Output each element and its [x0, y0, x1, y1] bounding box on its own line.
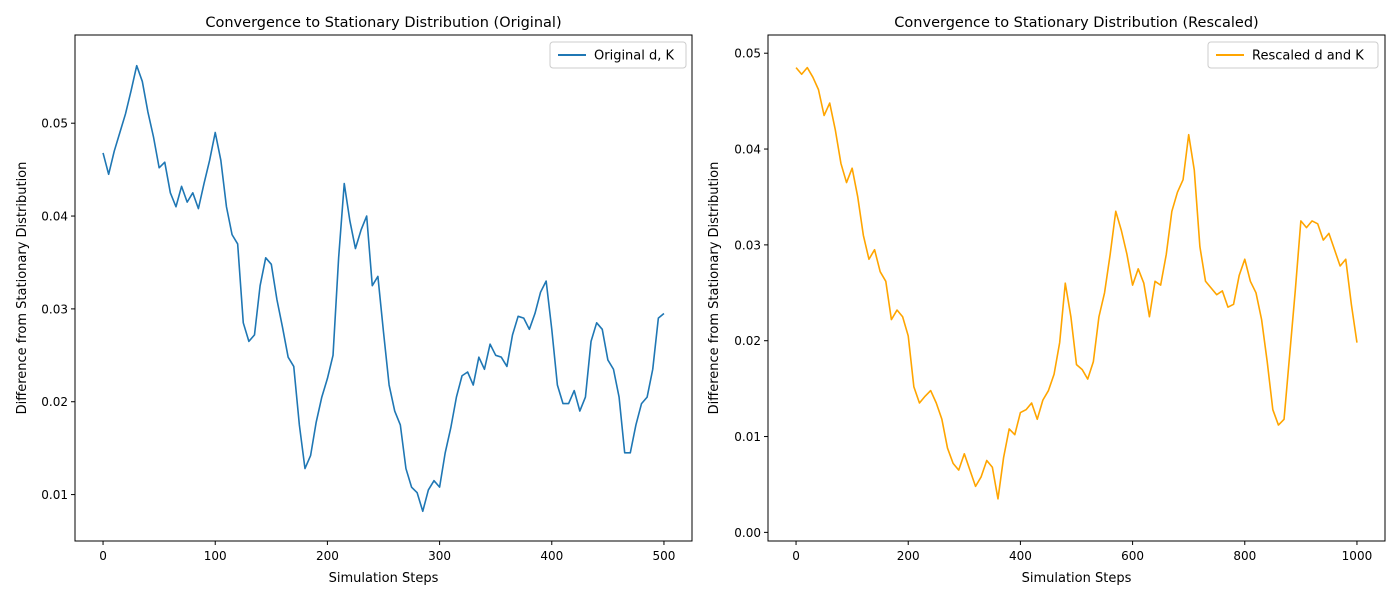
y-tick-label: 0.05 — [734, 47, 761, 61]
axes-frame — [767, 34, 1386, 542]
x-tick-label: 300 — [428, 549, 451, 563]
x-tick-label: 400 — [540, 549, 563, 563]
x-tick-label: 200 — [897, 549, 920, 563]
legend-entry-label: Original d, K — [594, 49, 675, 64]
y-tick-label: 0.03 — [41, 302, 68, 316]
x-tick-label: 0 — [99, 549, 107, 563]
chart-title: Convergence to Stationary Distribution (… — [894, 15, 1258, 31]
plot-area: 0 100 200 300 400 500 0.01 0.02 0.03 0.04 0.05 — [41, 64, 676, 563]
legend-box — [1207, 41, 1379, 69]
axes-frame — [74, 34, 693, 542]
chart-original: Convergence to Stationary Distribution (… — [15, 15, 693, 586]
y-tick-label: 0.05 — [41, 117, 68, 131]
y-tick-label: 0.02 — [734, 334, 761, 348]
y-tick-label: 0.01 — [41, 488, 68, 502]
y-tick-label: 0.02 — [41, 395, 68, 409]
x-tick-label: 800 — [1233, 549, 1256, 563]
series-line — [102, 64, 665, 513]
y-tick-label: 0.01 — [734, 430, 761, 444]
y-tick-label: 0.03 — [734, 238, 761, 252]
y-axis-label: Difference from Stationary Distribution — [707, 162, 722, 415]
y-tick-label: 0.00 — [734, 526, 761, 540]
x-tick-label: 100 — [204, 549, 227, 563]
x-tick-label: 200 — [316, 549, 339, 563]
x-tick-label: 0 — [792, 549, 800, 563]
x-tick-label: 400 — [1009, 549, 1032, 563]
legend-entry-label: Rescaled d and K — [1252, 49, 1364, 64]
x-axis-label: Simulation Steps — [329, 571, 439, 586]
y-axis-label: Difference from Stationary Distribution — [15, 162, 30, 415]
legend-box — [549, 41, 687, 69]
series-line — [795, 66, 1358, 500]
plot-area: 0 200 400 600 800 1000 0.00 0.01 0.02 0.03 0.04 0.0… — [734, 47, 1372, 563]
chart-title: Convergence to Stationary Distribution (… — [205, 15, 561, 31]
chart-rescaled: Convergence to Stationary Distribution (… — [707, 15, 1386, 586]
x-tick-label: 500 — [653, 549, 676, 563]
y-tick-label: 0.04 — [41, 210, 68, 224]
x-tick-label: 1000 — [1342, 549, 1373, 563]
y-tick-label: 0.04 — [734, 143, 761, 157]
legend: Original d, K — [549, 41, 687, 69]
x-tick-label: 600 — [1121, 549, 1144, 563]
x-axis-label: Simulation Steps — [1022, 571, 1132, 586]
legend: Rescaled d and K — [1207, 41, 1379, 69]
